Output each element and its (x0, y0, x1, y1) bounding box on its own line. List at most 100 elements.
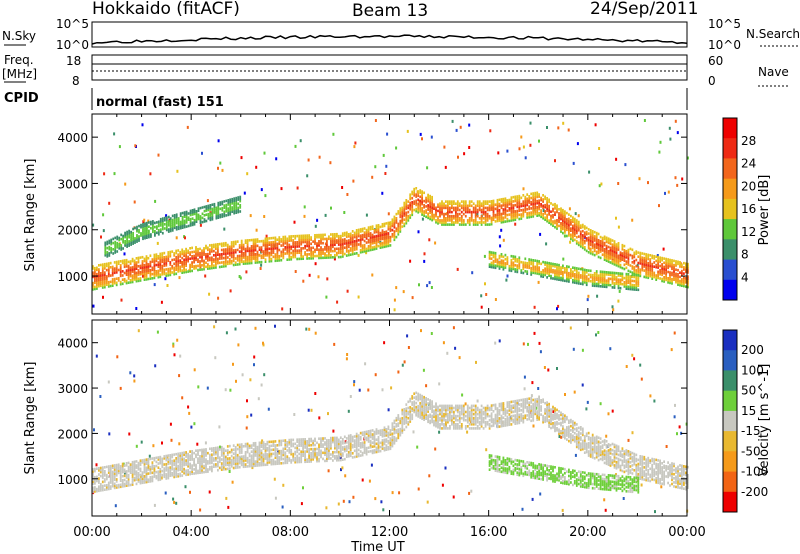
speckle (569, 326, 572, 330)
feature-cell (341, 244, 344, 248)
feature-cell (298, 245, 301, 248)
speckle (390, 386, 393, 390)
feature-cell (96, 487, 98, 491)
feature-cell (217, 212, 220, 215)
feature-cell (236, 456, 239, 459)
speckle (206, 199, 209, 203)
feature-cell (308, 234, 310, 237)
feature-cell (142, 222, 144, 226)
feature-cell (575, 231, 578, 235)
feature-cell (585, 283, 588, 287)
speckle (326, 277, 329, 281)
feature-cell (234, 263, 237, 266)
feature-cell (131, 280, 134, 284)
feature-cell (205, 454, 207, 457)
feature-cell (276, 248, 279, 252)
feature-cell (137, 256, 140, 260)
feature-cell (534, 267, 537, 271)
feature-cell (572, 216, 574, 219)
feature-cell (252, 246, 255, 250)
feature-cell (502, 197, 505, 201)
feature-cell (554, 225, 556, 229)
feature-cell (139, 467, 142, 471)
feature-cell (129, 268, 132, 272)
feature-cell (121, 274, 124, 277)
feature-cell (141, 471, 144, 474)
feature-cell (248, 257, 251, 261)
feature-cell (129, 262, 132, 265)
speckle (305, 327, 308, 331)
feature-cell (161, 270, 164, 274)
feature-cell (524, 265, 527, 269)
feature-cell (98, 479, 100, 482)
feature-cell (137, 480, 140, 483)
feature-cell (205, 257, 207, 260)
feature-cell (111, 280, 114, 283)
feature-cell (294, 249, 297, 253)
feature-cell (681, 274, 683, 277)
feature-cell (673, 270, 675, 273)
feature-cell (195, 453, 197, 457)
feature-cell (215, 216, 218, 220)
speckle (100, 235, 102, 239)
feature-cell (266, 249, 269, 253)
feature-cell (669, 258, 671, 262)
speckle (118, 145, 121, 149)
feature-cell (419, 203, 422, 207)
feature-cell (605, 273, 608, 276)
feature-cell (625, 285, 628, 288)
feature-cell (562, 221, 564, 224)
feature-cell (421, 194, 423, 198)
feature-cell (583, 276, 586, 280)
feature-cell (542, 269, 544, 272)
feature-cell (163, 251, 166, 255)
feature-cell (217, 210, 220, 213)
feature-cell (554, 219, 556, 223)
feature-cell (421, 200, 423, 204)
feature-cell (355, 245, 358, 249)
feature-cell (532, 198, 535, 201)
feature-cell (679, 271, 681, 274)
speckle (354, 141, 357, 145)
speckle (189, 490, 191, 494)
feature-cell (337, 251, 340, 255)
feature-cell (339, 236, 342, 240)
feature-cell (482, 208, 485, 212)
feature-cell (419, 201, 422, 205)
feature-cell (191, 269, 193, 273)
feature-cell (147, 480, 150, 483)
feature-cell (262, 239, 265, 243)
feature-cell (544, 269, 546, 273)
feature-cell (572, 266, 574, 269)
speckle (102, 229, 105, 233)
feature-cell (508, 213, 511, 216)
feature-cell (155, 474, 158, 478)
feature-cell (665, 272, 667, 275)
feature-cell (203, 263, 205, 267)
feature-cell (104, 247, 107, 251)
feature-cell (288, 245, 291, 249)
speckle (129, 371, 132, 375)
feature-cell (554, 211, 556, 214)
feature-cell (131, 473, 134, 476)
feature-cell (189, 466, 191, 470)
feature-cell (460, 204, 463, 208)
feature-cell (645, 253, 648, 256)
feature-cell (510, 265, 513, 268)
feature-cell (443, 202, 445, 205)
feature-cell (530, 273, 533, 276)
feature-cell (110, 251, 113, 254)
speckle (631, 218, 634, 222)
feature-cell (222, 464, 225, 467)
feature-cell (488, 206, 491, 210)
feature-cell (115, 484, 118, 487)
feature-cell (639, 260, 642, 263)
feature-cell (449, 206, 451, 210)
feature-cell (272, 243, 275, 246)
feature-cell (153, 259, 156, 263)
feature-cell (211, 215, 214, 219)
feature-cell (116, 235, 119, 239)
feature-cell (536, 199, 539, 203)
feature-cell (577, 271, 580, 275)
feature-cell (472, 223, 475, 226)
